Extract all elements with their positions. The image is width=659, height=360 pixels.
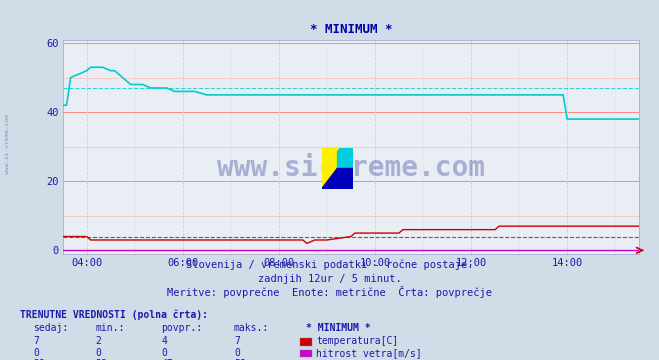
Text: * MINIMUM *: * MINIMUM *	[306, 323, 371, 333]
Title: * MINIMUM *: * MINIMUM *	[310, 23, 392, 36]
Text: www.si-vreme.com: www.si-vreme.com	[217, 154, 485, 182]
Text: hitrost vetra[m/s]: hitrost vetra[m/s]	[316, 348, 422, 358]
Text: 58: 58	[234, 359, 246, 360]
Text: 4: 4	[161, 336, 167, 346]
Polygon shape	[322, 148, 337, 168]
Text: temperatura[C]: temperatura[C]	[316, 336, 399, 346]
Text: 7: 7	[234, 336, 240, 346]
Text: TRENUTNE VREDNOSTI (polna črta):: TRENUTNE VREDNOSTI (polna črta):	[20, 309, 208, 320]
Polygon shape	[337, 148, 353, 168]
Text: sedaj:: sedaj:	[33, 323, 68, 333]
Text: povpr.:: povpr.:	[161, 323, 202, 333]
Polygon shape	[322, 148, 339, 168]
Polygon shape	[322, 168, 337, 189]
Text: 7: 7	[33, 336, 39, 346]
Text: Meritve: povprečne  Enote: metrične  Črta: povprečje: Meritve: povprečne Enote: metrične Črta:…	[167, 285, 492, 298]
Text: www.si-vreme.com: www.si-vreme.com	[5, 114, 11, 174]
Text: maks.:: maks.:	[234, 323, 269, 333]
Text: 0: 0	[234, 348, 240, 358]
Polygon shape	[322, 168, 337, 189]
Text: 0: 0	[96, 348, 101, 358]
Polygon shape	[337, 168, 353, 189]
Text: Slovenija / vremenski podatki - ročne postaje.: Slovenija / vremenski podatki - ročne po…	[186, 260, 473, 270]
Text: 38: 38	[96, 359, 107, 360]
Text: sunki vetra[m/s]: sunki vetra[m/s]	[316, 359, 411, 360]
Text: 38: 38	[33, 359, 45, 360]
Text: 47: 47	[161, 359, 173, 360]
Polygon shape	[337, 168, 353, 189]
Text: zadnjih 12ur / 5 minut.: zadnjih 12ur / 5 minut.	[258, 274, 401, 284]
Text: 0: 0	[33, 348, 39, 358]
Text: 2: 2	[96, 336, 101, 346]
Text: min.:: min.:	[96, 323, 125, 333]
Text: 0: 0	[161, 348, 167, 358]
